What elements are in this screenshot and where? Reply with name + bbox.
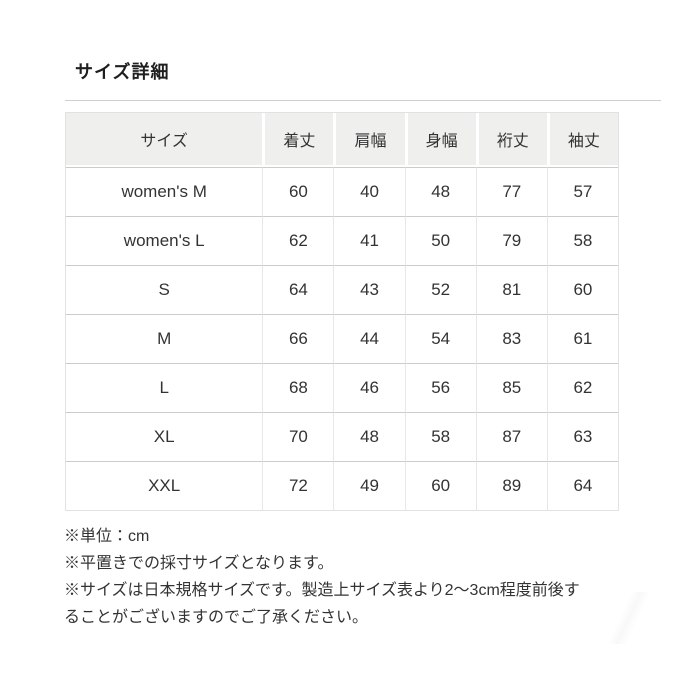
cell-value: 66 [262, 314, 334, 363]
row-womens-l: women's L 62 41 50 79 58 [66, 216, 618, 265]
row-l: L 68 46 56 85 62 [66, 363, 618, 412]
cell-size-label: women's M [66, 167, 263, 216]
cell-value: 89 [475, 461, 547, 510]
cell-value: 58 [546, 216, 618, 265]
page-title: サイズ詳細 [75, 62, 170, 82]
col-header-shoulder-width: 肩幅 [333, 113, 405, 167]
cell-size-label: L [66, 363, 263, 412]
cell-value: 60 [404, 461, 476, 510]
cell-size-label: XXL [66, 461, 263, 510]
cell-value: 63 [546, 412, 618, 461]
cell-value: 41 [333, 216, 405, 265]
cell-size-label: women's L [66, 216, 263, 265]
cell-value: 62 [262, 216, 334, 265]
cell-value: 83 [475, 314, 547, 363]
col-header-body-length: 着丈 [262, 113, 334, 167]
cell-value: 48 [404, 167, 476, 216]
cell-value: 61 [546, 314, 618, 363]
cell-value: 43 [333, 265, 405, 314]
header-row: サイズ 着丈 肩幅 身幅 裄丈 袖丈 [66, 113, 618, 167]
cell-value: 85 [475, 363, 547, 412]
cell-value: 68 [262, 363, 334, 412]
row-xxl: XXL 72 49 60 89 64 [66, 461, 618, 510]
cell-value: 46 [333, 363, 405, 412]
cell-value: 60 [546, 265, 618, 314]
cell-value: 81 [475, 265, 547, 314]
cell-size-label: S [66, 265, 263, 314]
note-tolerance: ※サイズは日本規格サイズです。製造上サイズ表より2〜3cm程度前後することがござ… [64, 582, 580, 626]
cell-value: 87 [475, 412, 547, 461]
background-artifact [578, 592, 680, 644]
cell-value: 52 [404, 265, 476, 314]
row-s: S 64 43 52 81 60 [66, 265, 618, 314]
cell-value: 60 [262, 167, 334, 216]
cell-value: 57 [546, 167, 618, 216]
col-header-sleeve-length: 袖丈 [546, 113, 618, 167]
footnotes: ※単位：cm ※平置きでの採寸サイズとなります。 ※サイズは日本規格サイズです。… [64, 523, 592, 631]
cell-value: 44 [333, 314, 405, 363]
size-spec-table: サイズ 着丈 肩幅 身幅 裄丈 袖丈 women's M 60 40 48 77… [65, 112, 619, 511]
row-m: M 66 44 54 83 61 [66, 314, 618, 363]
cell-value: 58 [404, 412, 476, 461]
cell-value: 77 [475, 167, 547, 216]
cell-value: 40 [333, 167, 405, 216]
cell-value: 70 [262, 412, 334, 461]
cell-value: 50 [404, 216, 476, 265]
col-header-size: サイズ [66, 113, 263, 167]
section-divider [65, 100, 661, 101]
cell-value: 49 [333, 461, 405, 510]
cell-value: 64 [262, 265, 334, 314]
col-header-yuki-length: 裄丈 [475, 113, 547, 167]
cell-value: 62 [546, 363, 618, 412]
size-table-container: サイズ 着丈 肩幅 身幅 裄丈 袖丈 women's M 60 40 48 77… [65, 112, 619, 511]
col-header-body-width: 身幅 [404, 113, 476, 167]
note-flat-measurement: ※平置きでの採寸サイズとなります。 [64, 555, 334, 572]
cell-size-label: M [66, 314, 263, 363]
cell-value: 72 [262, 461, 334, 510]
cell-value: 54 [404, 314, 476, 363]
cell-value: 79 [475, 216, 547, 265]
cell-value: 56 [404, 363, 476, 412]
cell-value: 64 [546, 461, 618, 510]
cell-size-label: XL [66, 412, 263, 461]
row-womens-m: women's M 60 40 48 77 57 [66, 167, 618, 216]
note-unit: ※単位：cm [64, 528, 150, 545]
row-xl: XL 70 48 58 87 63 [66, 412, 618, 461]
cell-value: 48 [333, 412, 405, 461]
